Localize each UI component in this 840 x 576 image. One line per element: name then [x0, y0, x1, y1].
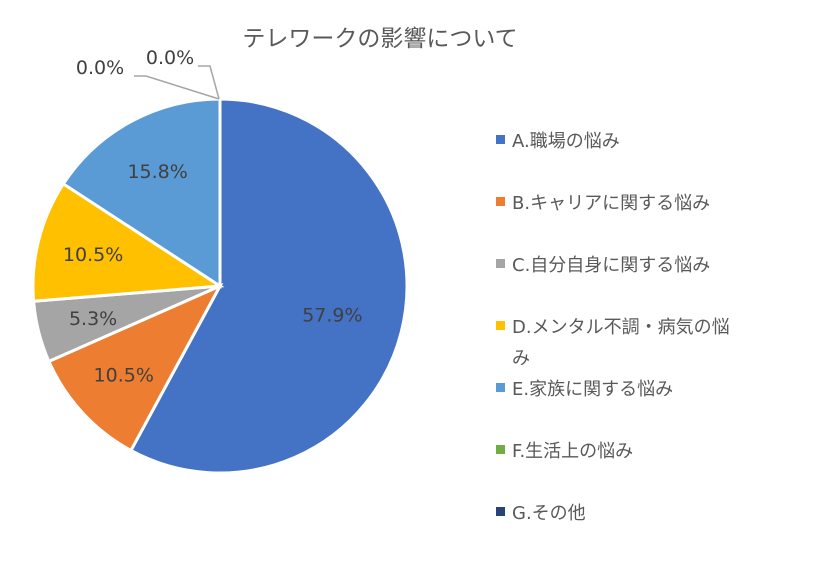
legend-swatch-a — [496, 135, 505, 144]
slice-e — [61, 97, 222, 289]
legend: A.職場の悩み B.キャリアに関する悩み C.自分自身に関する悩み D.メンタル不調・… — [496, 131, 730, 524]
legend-item-g: G.その他 — [496, 503, 586, 524]
legend-label-g: G.その他 — [512, 503, 586, 524]
data-label-e: 15.8% — [127, 161, 187, 183]
legend-item-f: F.生活上の悩み — [496, 441, 633, 462]
slice-labels: 57.9% 10.5% 5.3% 10.5% 15.8% 0.0% 0.0% — [63, 47, 363, 387]
legend-item-c: C.自分自身に関する悩み — [496, 255, 710, 276]
legend-swatch-g — [496, 507, 505, 516]
legend-swatch-d — [496, 321, 505, 330]
legend-swatch-b — [496, 197, 505, 206]
legend-label-f: F.生活上の悩み — [512, 441, 633, 462]
data-label-d: 10.5% — [63, 244, 123, 266]
legend-item-a: A.職場の悩み — [496, 131, 620, 152]
legend-label-d: D.メンタル不調・病気の悩み — [512, 317, 730, 369]
legend-item-e: E.家族に関する悩み — [496, 379, 673, 400]
data-label-a: 57.9% — [302, 304, 362, 326]
data-label-f: 0.0% — [76, 57, 124, 79]
data-label-c: 5.3% — [69, 308, 117, 330]
legend-swatch-e — [496, 383, 505, 392]
chart-title: テレワークの影響について — [242, 26, 517, 52]
data-label-g: 0.0% — [146, 47, 194, 69]
slice-b — [46, 282, 224, 453]
leader-line-f — [134, 75, 220, 100]
legend-item-d: D.メンタル不調・病気の悩み — [496, 317, 730, 369]
legend-label-b: B.キャリアに関する悩み — [512, 193, 710, 214]
legend-label-c: C.自分自身に関する悩み — [512, 255, 710, 276]
slice-a — [128, 97, 409, 475]
slice-d — [31, 181, 225, 303]
legend-swatch-f — [496, 445, 505, 454]
data-label-b: 10.5% — [94, 365, 154, 387]
legend-swatch-c — [496, 259, 505, 268]
leader-line-g — [198, 65, 220, 100]
pie-slices — [31, 97, 409, 475]
legend-label-e: E.家族に関する悩み — [512, 379, 673, 400]
leader-lines — [134, 65, 220, 100]
legend-item-b: B.キャリアに関する悩み — [496, 193, 710, 214]
legend-label-a: A.職場の悩み — [512, 131, 620, 152]
